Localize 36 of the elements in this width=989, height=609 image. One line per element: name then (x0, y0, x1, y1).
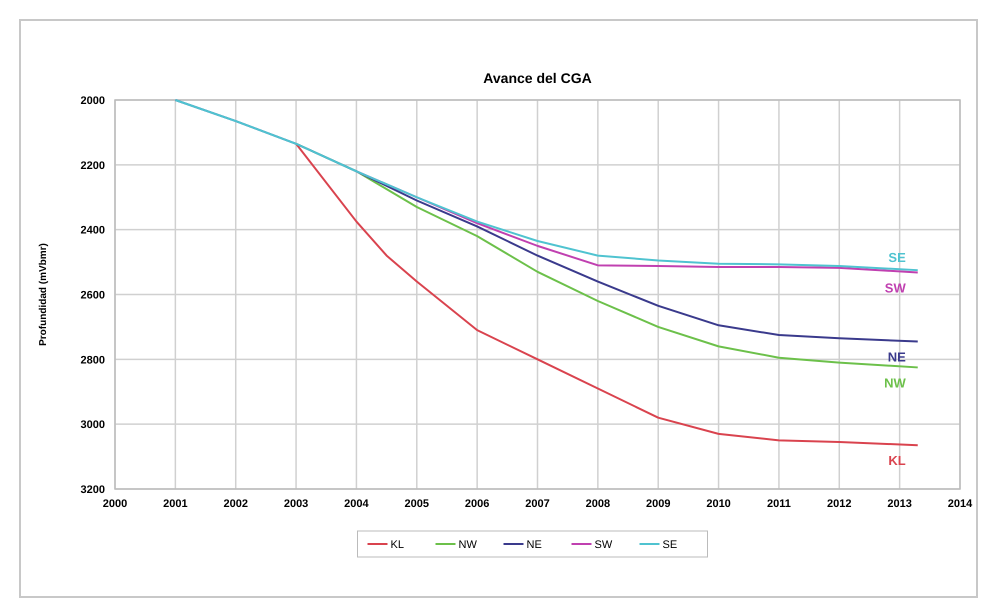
legend-label: SE (662, 539, 678, 551)
x-tick-label: 2000 (102, 498, 128, 510)
text: SE (888, 250, 906, 266)
x-tick-label: 2007 (525, 498, 550, 510)
y-tick-label: 2800 (80, 354, 105, 366)
x-tick-label: 2008 (586, 498, 610, 510)
line-series (295, 142, 919, 446)
y-tick-label: 2000 (80, 95, 105, 107)
x-tick-label: 2011 (766, 498, 791, 510)
y-tick-label: 3000 (80, 419, 105, 432)
y-tick-label: 2600 (80, 290, 105, 302)
x-tick-label: 2002 (223, 498, 248, 510)
y-tick-label: 2400 (80, 224, 105, 237)
x-tick-label: 2001 (163, 498, 188, 510)
text: NE (888, 350, 906, 365)
x-tick-label: 2003 (284, 498, 308, 510)
x-tick-label: 2014 (948, 498, 974, 510)
x-tick-label: 2004 (344, 498, 370, 510)
x-tick-label: 2010 (706, 498, 731, 510)
text: KL (888, 453, 906, 468)
y-tick-label: 3200 (80, 484, 105, 496)
line-series (174, 99, 919, 272)
x-tick-label: 2006 (464, 498, 490, 510)
legend-label: NE (526, 539, 542, 551)
legend-label: NW (458, 539, 478, 551)
y-axis-title: Profundidad (mVbmr) (38, 243, 49, 346)
legend-label: SW (594, 539, 613, 551)
legend-label: KL (390, 539, 404, 551)
text: NW (884, 375, 906, 390)
x-tick-label: 2009 (646, 498, 670, 510)
text: SW (884, 280, 906, 296)
chart-title: Avance del CGA (483, 70, 592, 86)
y-tick-label: 2200 (80, 160, 105, 172)
x-tick-label: 2013 (887, 498, 912, 510)
x-tick-label: 2005 (404, 498, 430, 510)
x-tick-label: 2012 (827, 498, 852, 510)
